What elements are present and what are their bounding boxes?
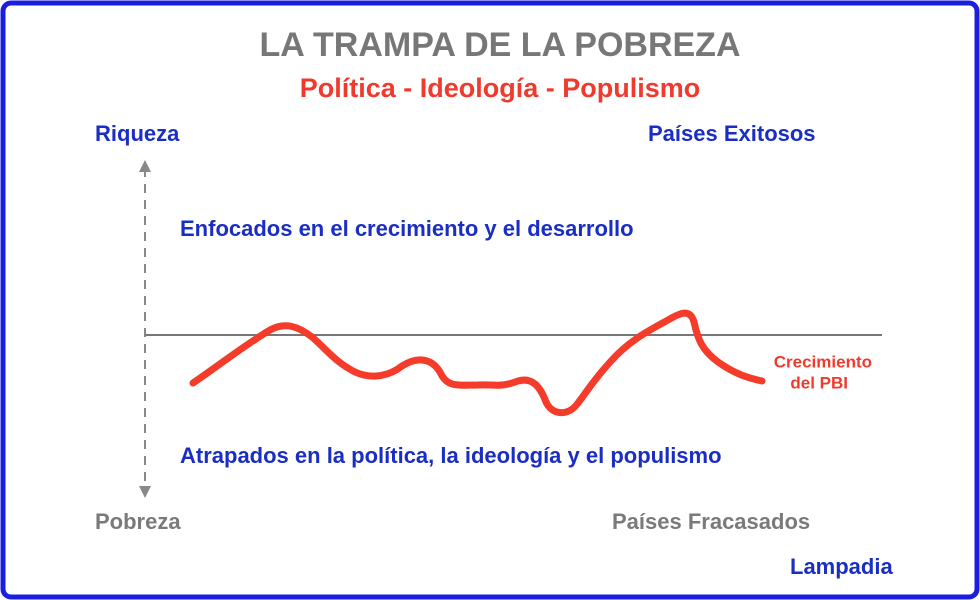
arrow-up	[139, 160, 151, 172]
lower-region-label: Atrapados en la política, la ideología y…	[180, 443, 722, 468]
title: LA TRAMPA DE LA POBREZA	[259, 26, 740, 64]
axis-top-label: Riqueza	[95, 121, 180, 146]
top-right-label: Países Exitosos	[648, 121, 816, 146]
curve-label: del PBI	[790, 373, 848, 392]
curve-label: Crecimiento	[774, 352, 872, 371]
bottom-right-label: Países Fracasados	[612, 509, 810, 534]
source: Lampadia	[790, 554, 893, 579]
arrow-down	[139, 486, 151, 498]
axis-bottom-label: Pobreza	[95, 509, 181, 534]
growth-curve	[189, 309, 766, 417]
upper-region-label: Enfocados en el crecimiento y el desarro…	[180, 216, 634, 241]
subtitle: Política - Ideología - Populismo	[300, 73, 701, 103]
